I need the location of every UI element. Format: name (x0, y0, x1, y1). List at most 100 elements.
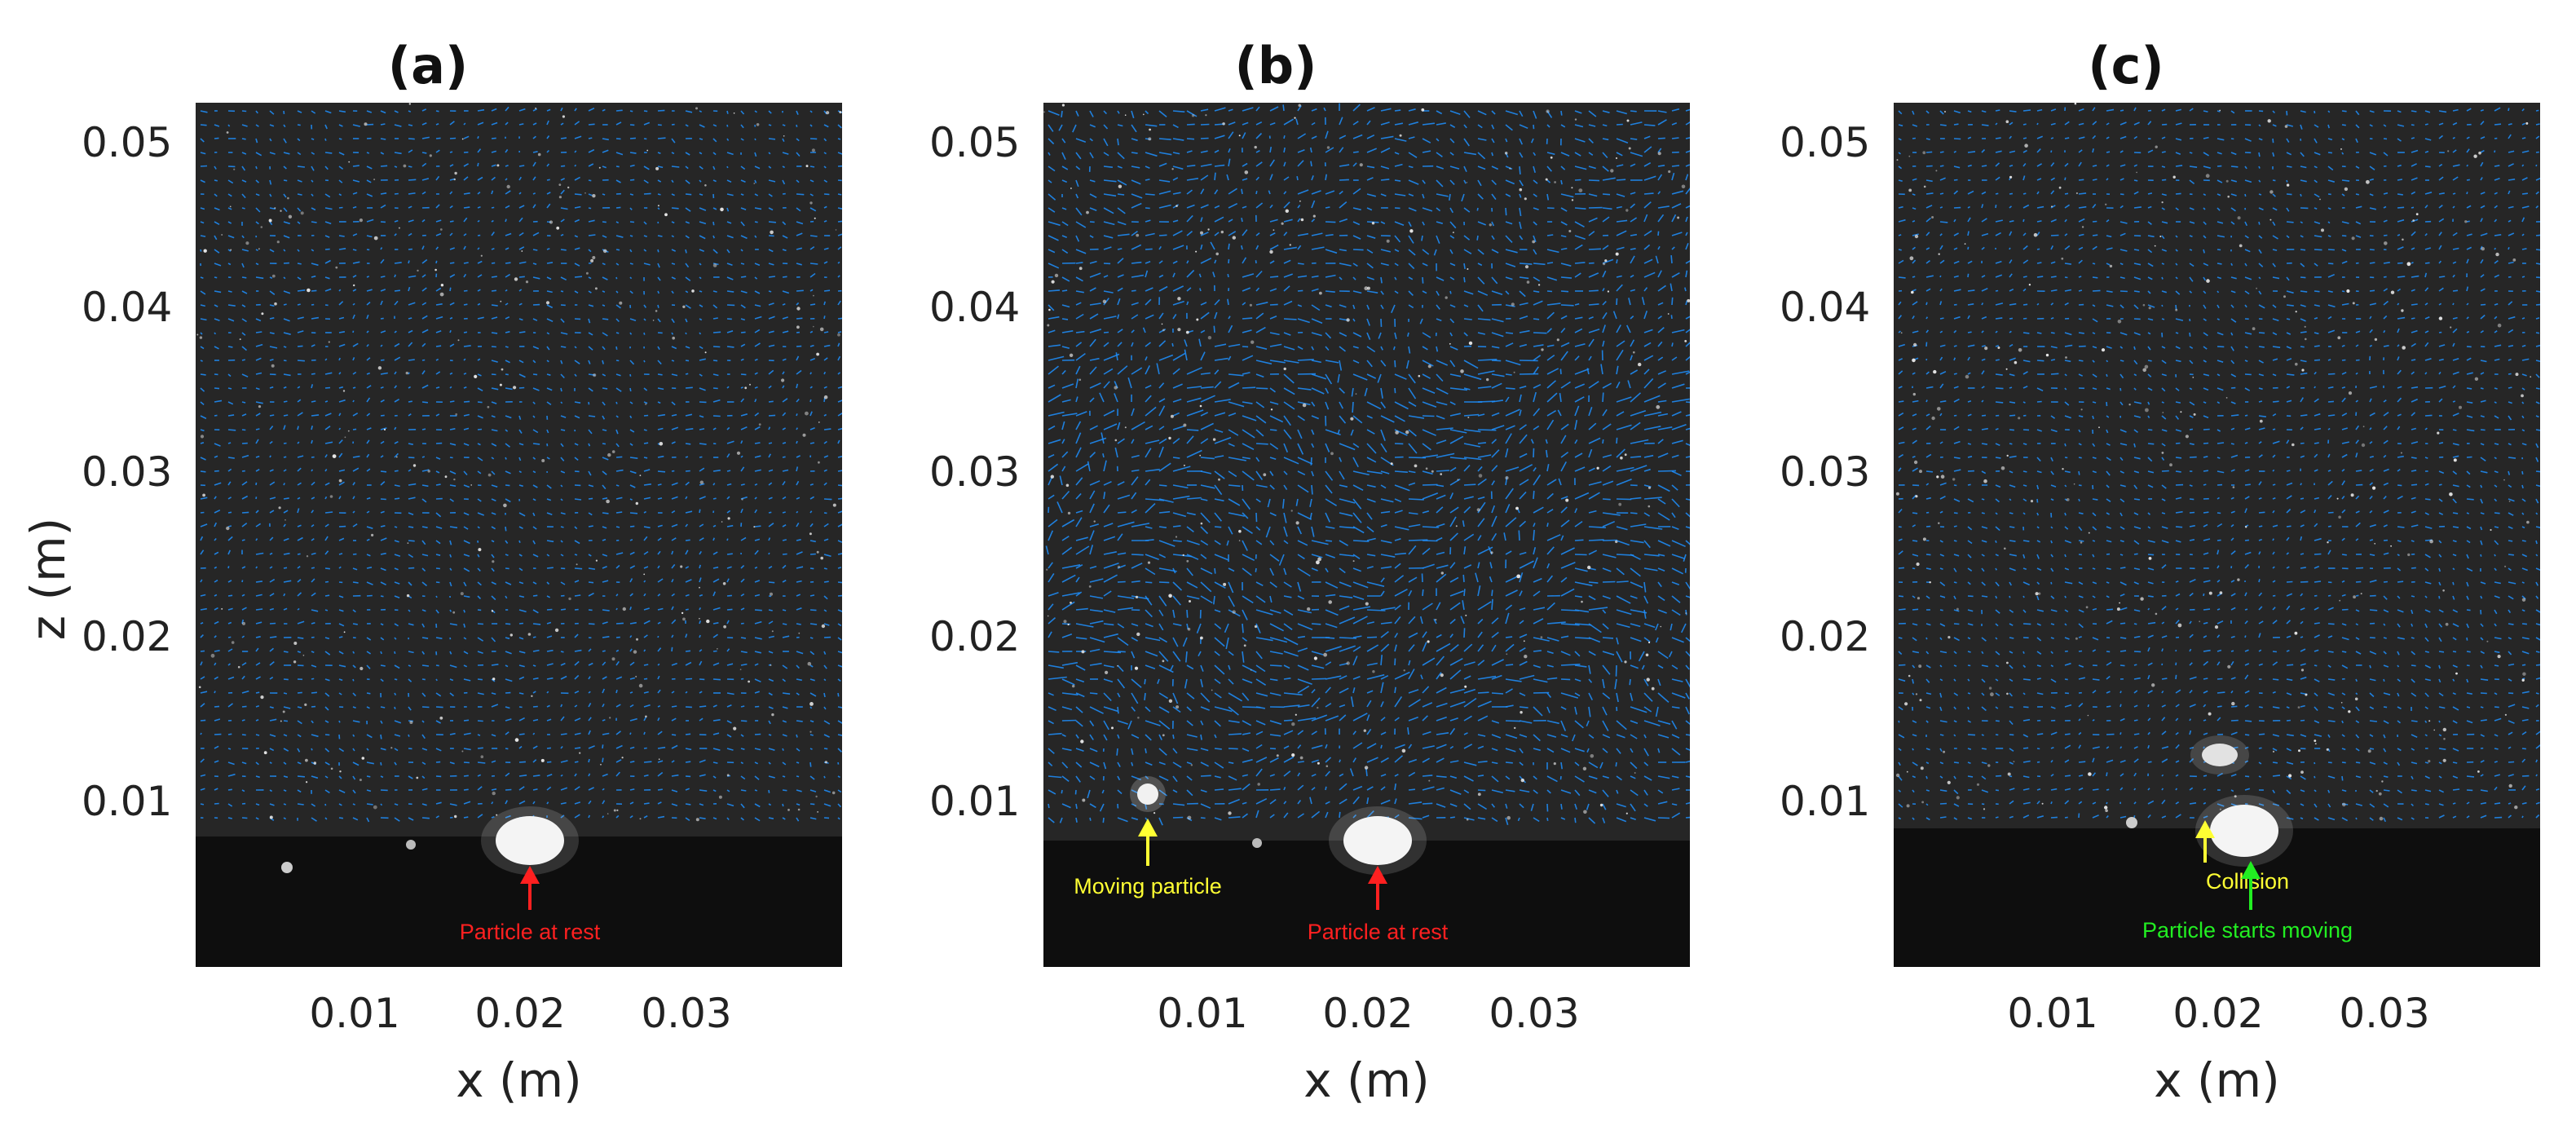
velocity-vector (1352, 134, 1363, 139)
velocity-vector (366, 235, 373, 238)
velocity-vector (311, 775, 319, 779)
velocity-vector (338, 152, 345, 156)
velocity-vector (1546, 706, 1550, 713)
velocity-vector (297, 263, 302, 265)
velocity-vector (1436, 276, 1445, 281)
velocity-vector (421, 761, 426, 766)
velocity-vector (1200, 372, 1211, 375)
seed-particle (439, 228, 443, 231)
velocity-vector (1172, 623, 1182, 626)
velocity-vector (491, 137, 496, 139)
seed-particle (439, 716, 443, 720)
velocity-vector (1616, 720, 1627, 731)
velocity-vector (1145, 734, 1152, 741)
velocity-vector (380, 110, 386, 114)
velocity-vector (505, 814, 511, 819)
velocity-vector (324, 817, 328, 820)
velocity-vector (1505, 476, 1508, 486)
seed-particle (549, 220, 554, 224)
velocity-vector (352, 482, 355, 486)
velocity-vector (518, 692, 524, 695)
velocity-vector (1655, 623, 1659, 631)
velocity-vector (1186, 397, 1202, 403)
velocity-vector (796, 761, 800, 764)
velocity-vector (1278, 554, 1285, 566)
velocity-vector (712, 817, 717, 820)
velocity-vector (1657, 484, 1670, 492)
velocity-vector (1643, 287, 1648, 292)
velocity-vector (1657, 148, 1662, 153)
velocity-vector (643, 761, 652, 763)
velocity-vector (449, 554, 452, 558)
velocity-vector (200, 457, 206, 461)
velocity-vector (1242, 302, 1246, 306)
velocity-vector (1630, 355, 1633, 361)
velocity-vector (477, 260, 483, 264)
velocity-vector (324, 413, 332, 417)
velocity-vector (366, 817, 370, 823)
seed-particle (434, 268, 437, 271)
velocity-vector (1505, 138, 1508, 143)
velocity-vector (1560, 315, 1568, 320)
velocity-vector (1366, 193, 1377, 197)
velocity-vector (1366, 636, 1378, 638)
velocity-vector (1671, 370, 1690, 375)
velocity-vector (1172, 272, 1176, 278)
velocity-vector (588, 567, 596, 570)
velocity-vector (1630, 289, 1636, 292)
velocity-vector (754, 221, 758, 223)
velocity-vector (1588, 338, 1595, 347)
velocity-vector (602, 704, 605, 708)
velocity-vector (283, 803, 287, 806)
velocity-vector (1269, 720, 1282, 725)
velocity-vector (1103, 523, 1114, 527)
velocity-vector (671, 138, 676, 143)
velocity-vector (394, 166, 398, 168)
velocity-vector (1436, 732, 1449, 735)
velocity-vector (615, 221, 620, 224)
velocity-vector (1477, 466, 1483, 472)
velocity-vector (809, 664, 814, 668)
seed-particle (439, 292, 444, 297)
velocity-vector (491, 526, 496, 530)
velocity-vector (1145, 439, 1160, 444)
velocity-vector (1228, 443, 1235, 448)
velocity-vector (1671, 678, 1683, 682)
velocity-vector (1616, 692, 1619, 703)
velocity-vector (505, 302, 509, 306)
velocity-vector (740, 249, 743, 252)
velocity-vector (297, 124, 301, 126)
velocity-vector (1422, 429, 1436, 436)
velocity-vector (227, 566, 230, 569)
velocity-vector (1048, 572, 1055, 583)
velocity-vector (1075, 207, 1083, 216)
velocity-vector (1172, 425, 1184, 430)
velocity-vector (352, 302, 355, 306)
velocity-vector (768, 635, 774, 638)
velocity-vector (1145, 356, 1148, 361)
velocity-vector (200, 401, 205, 406)
velocity-vector (1616, 396, 1632, 403)
velocity-vector (588, 648, 592, 652)
velocity-vector (1671, 272, 1680, 278)
velocity-vector (1685, 664, 1690, 670)
velocity-vector (699, 509, 701, 514)
velocity-vector (1325, 554, 1335, 558)
velocity-vector (505, 718, 512, 722)
velocity-vector (1061, 413, 1078, 417)
seed-particle (313, 761, 316, 765)
velocity-vector (685, 346, 690, 349)
velocity-vector (1242, 651, 1245, 663)
velocity-vector (532, 691, 536, 694)
velocity-vector (283, 469, 287, 472)
velocity-vector (227, 207, 232, 210)
velocity-vector (1602, 311, 1608, 320)
velocity-vector (685, 748, 692, 751)
velocity-vector (809, 193, 814, 196)
velocity-vector (283, 124, 286, 128)
velocity-vector (699, 358, 706, 361)
velocity-vector (1588, 231, 1595, 236)
velocity-vector (671, 152, 675, 155)
velocity-vector (1297, 554, 1305, 560)
velocity-vector (269, 593, 275, 597)
